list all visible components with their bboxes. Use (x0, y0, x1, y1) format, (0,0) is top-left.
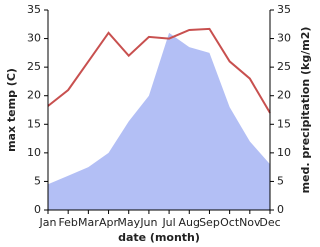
y-axis-title: max temp (C) (5, 68, 18, 152)
y-tick-label: 30 (27, 32, 41, 45)
y-tick-label: 15 (27, 117, 41, 130)
y-tick-label: 0 (34, 203, 41, 216)
precipitation-area (48, 32, 270, 210)
x-tick-label: Nov (239, 216, 261, 229)
y-tick-label: 20 (27, 89, 41, 102)
x-tick-label: Feb (58, 216, 77, 229)
y2-tick-label: 10 (277, 146, 291, 159)
y2-tick-label: 35 (277, 3, 291, 16)
y-tick-label: 35 (27, 3, 41, 16)
y2-tick-label: 20 (277, 89, 291, 102)
temperature-line (47, 27, 271, 114)
x-tick-label: Sep (199, 216, 220, 229)
x-tick-label: Apr (99, 216, 119, 229)
x-axis-title: date (month) (118, 231, 200, 244)
y-tick-label: 10 (27, 146, 41, 159)
y2-tick-label: 0 (277, 203, 284, 216)
y2-tick-label: 15 (277, 117, 291, 130)
x-tick-label: Oct (220, 216, 240, 229)
x-tick-label: Aug (179, 216, 200, 229)
x-tick-label: Jun (139, 216, 157, 229)
x-tick-label: Dec (259, 216, 280, 229)
x-tick-label: Jul (161, 216, 175, 229)
y2-tick-label: 5 (277, 174, 284, 187)
y2-tick-label: 30 (277, 32, 291, 45)
y-tick-label: 25 (27, 60, 41, 73)
x-tick-label: May (117, 216, 140, 229)
x-tick-label: Mar (78, 216, 99, 229)
x-tick-label: Jan (39, 216, 57, 229)
y2-axis-title: med. precipitation (kg/m2) (299, 27, 312, 194)
y-tick-label: 5 (34, 174, 41, 187)
y2-tick-label: 25 (277, 60, 291, 73)
